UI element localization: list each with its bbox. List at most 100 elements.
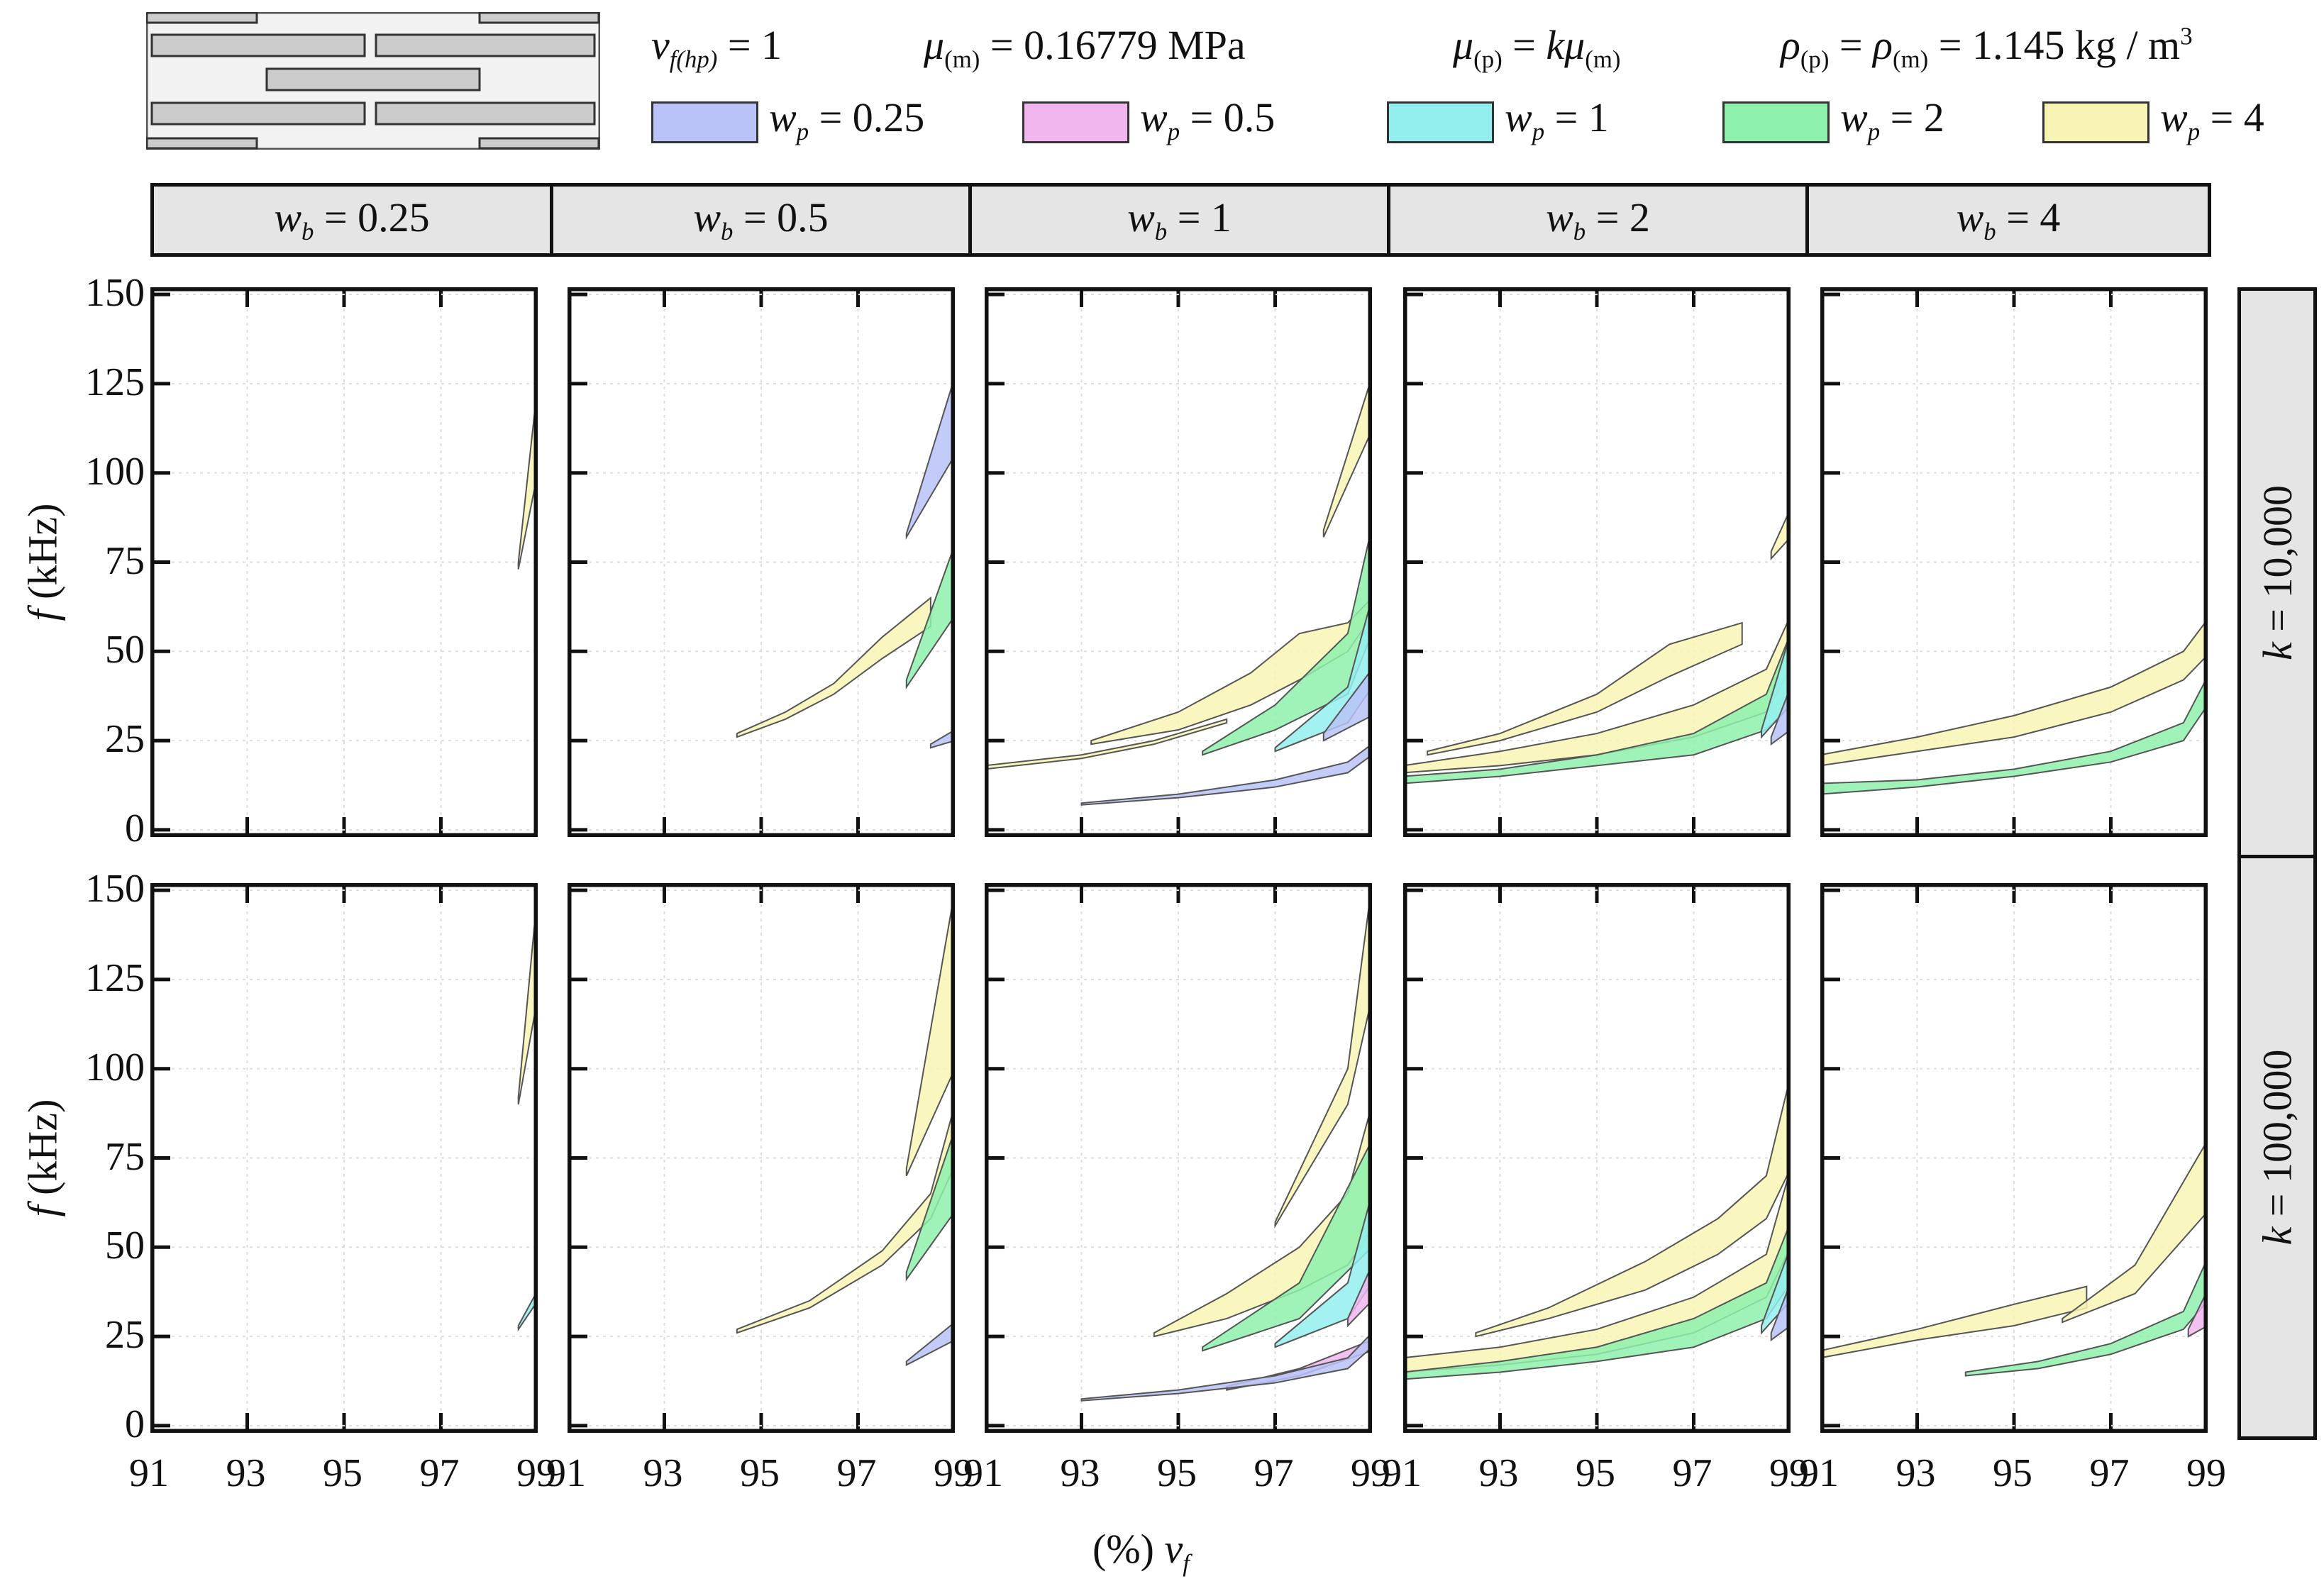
legend-label: wp = 0.5	[1140, 94, 1275, 146]
x-tick-label: 99	[934, 1451, 973, 1495]
y-axis-label: f (kHz)	[19, 477, 67, 647]
x-tick-label: 95	[1993, 1451, 2032, 1495]
value: = 4	[1996, 194, 2061, 240]
subscript: b	[1573, 218, 1586, 246]
value: = 0.5	[1180, 94, 1276, 140]
value: = 0.25	[314, 194, 430, 240]
panel-plot	[985, 883, 1372, 1433]
x-tick-label: 99	[1769, 1451, 1809, 1495]
row-header: k = 100,000	[2237, 855, 2317, 1440]
panel-plot	[568, 287, 955, 837]
frequency-band-wp-0_25	[1080, 1331, 1372, 1402]
symbol: w	[1127, 194, 1155, 240]
legend-swatch-wp	[1722, 101, 1830, 143]
symbol: f	[19, 1204, 66, 1216]
frequency-band-wp-1	[1761, 1246, 1791, 1335]
x-tick-label: 99	[1351, 1451, 1390, 1495]
x-tick-label: 95	[740, 1451, 780, 1495]
frequency-band-wp-4	[736, 596, 931, 738]
value: (kHz)	[19, 1099, 66, 1205]
value: = 4	[2200, 94, 2264, 140]
column-header: wb = 2	[1387, 183, 1809, 257]
value: = 2	[1880, 94, 1944, 140]
symbol: w	[274, 194, 302, 240]
column-header: wb = 1	[968, 183, 1390, 257]
subscript: b	[1983, 218, 1996, 246]
row-header: k = 10,000	[2237, 287, 2317, 858]
subscript: f	[1183, 1549, 1190, 1578]
label-prefix: (%)	[1092, 1526, 1165, 1572]
symbol: w	[1956, 194, 1984, 240]
x-tick-label: 95	[1576, 1451, 1615, 1495]
x-axis-label: (%) vf	[1092, 1525, 1190, 1578]
panel-plot	[1820, 883, 2208, 1433]
x-tick-label: 93	[1478, 1451, 1519, 1495]
x-tick-label: 93	[1896, 1451, 1936, 1495]
subscript: b	[1154, 218, 1168, 246]
param-fiber-volume: vf(hp) = 1	[651, 21, 782, 74]
frequency-band-wp-4	[1427, 621, 1743, 756]
panel-plot	[568, 883, 955, 1433]
y-tick-label: 75	[105, 1134, 145, 1179]
frequency-band-wp-4	[1403, 1168, 1791, 1373]
value: = 1	[1167, 194, 1232, 240]
x-tick-label: 91	[129, 1451, 169, 1495]
x-tick-label: 95	[1157, 1451, 1197, 1495]
panel-plot	[1820, 287, 2208, 837]
subscript: p	[1532, 118, 1545, 146]
param-particle-shear-modulus: μ(p) = kμ(m)	[1453, 21, 1621, 74]
panel-border	[568, 287, 955, 837]
subscript: (m)	[1892, 45, 1929, 74]
x-tick-label: 97	[836, 1451, 877, 1495]
x-tick-label: 97	[1254, 1451, 1294, 1495]
y-tick-label: 50	[105, 1224, 145, 1268]
panel-plot	[1403, 883, 1791, 1433]
legend-label: wp = 1	[1505, 94, 1609, 146]
y-tick-label: 25	[105, 717, 145, 762]
y-tick-label: 100	[85, 449, 145, 494]
symbol: kμ	[1546, 22, 1586, 68]
param-density: ρ(p) = ρ(m) = 1.145 kg / m3	[1781, 21, 2193, 74]
panel-plot	[150, 287, 538, 837]
frequency-band-wp-0_25	[1770, 687, 1791, 746]
header-text: k = 100,000	[2254, 1050, 2301, 1246]
y-axis-label: f (kHz)	[19, 1072, 67, 1243]
frequency-band-wp-2	[1820, 676, 2208, 795]
panel-plot	[1403, 287, 1791, 837]
y-tick-label: 150	[85, 271, 145, 316]
x-tick-label: 93	[1060, 1451, 1100, 1495]
param-matrix-shear-modulus: μ(m) = 0.16779 MPa	[924, 21, 1246, 74]
frequency-band-wp-2	[905, 544, 955, 689]
y-tick-label: 100	[85, 1045, 145, 1090]
frequency-band-wp-2	[1403, 633, 1791, 785]
frequency-band-wp-4	[1475, 1075, 1791, 1338]
symbol: ρ	[1781, 22, 1800, 68]
subscript: (p)	[1473, 45, 1503, 74]
x-tick-label: 91	[1382, 1451, 1422, 1495]
value: = 0.25	[809, 94, 925, 140]
frequency-band-wp-4	[1322, 376, 1372, 538]
symbol: f	[19, 609, 66, 621]
value: = 1	[1544, 94, 1609, 140]
panel-plot	[150, 883, 538, 1433]
frequency-band-wp-4	[905, 889, 955, 1177]
frequency-band-wp-2	[1964, 1257, 2208, 1377]
panel-border	[1820, 287, 2208, 837]
header-text: wb = 2	[1546, 194, 1650, 246]
value: = 1.145 kg / m	[1928, 22, 2181, 68]
legend-label: wp = 2	[1840, 94, 1944, 146]
panel-border	[985, 883, 1372, 1433]
header-text: k = 10,000	[2254, 485, 2301, 660]
frequency-band-wp-2	[1403, 1221, 1791, 1380]
unit-cell-schematic	[146, 12, 600, 150]
symbol: w	[1840, 94, 1868, 140]
legend-swatch-wp	[1387, 101, 1494, 143]
frequency-band-wp-2	[905, 1129, 955, 1282]
superscript: 3	[2180, 22, 2193, 50]
value: = 1	[717, 22, 782, 68]
value: =	[1829, 22, 1874, 68]
frequency-band-wp-4	[1820, 618, 2208, 767]
x-tick-label: 99	[516, 1451, 556, 1495]
legend-label: wp = 0.25	[769, 94, 924, 146]
panel-border	[985, 287, 1372, 837]
